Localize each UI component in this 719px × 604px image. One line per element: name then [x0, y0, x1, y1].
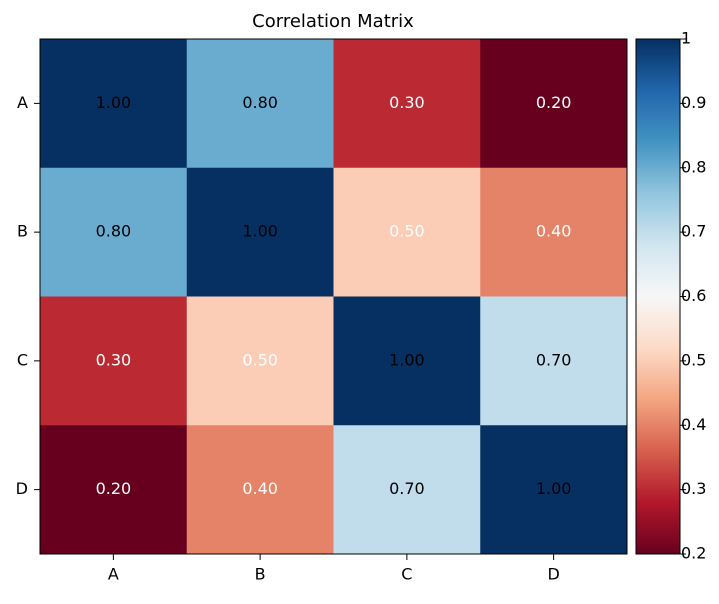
heatmap-cell — [480, 425, 628, 555]
colorbar-tick-label: 0.6 — [681, 286, 706, 305]
chart-title: Correlation Matrix — [252, 11, 414, 32]
y-tick-label: A — [17, 93, 28, 112]
heatmap-cell — [480, 167, 628, 297]
cell-label: 0.70 — [389, 479, 425, 498]
cell-label: 0.50 — [389, 222, 425, 241]
cell-label: 0.20 — [96, 479, 132, 498]
colorbar-tick-label: 0.3 — [681, 479, 706, 498]
cell-label: 0.30 — [96, 350, 132, 369]
heatmap-cell — [186, 167, 334, 297]
cell-label: 0.40 — [242, 479, 278, 498]
cell-label: 0.40 — [536, 222, 572, 241]
x-tick-label: C — [401, 565, 412, 584]
heatmap-cell — [333, 425, 481, 555]
x-tick-label: D — [547, 565, 559, 584]
heatmap-cell — [186, 425, 334, 555]
cell-label: 0.20 — [536, 93, 572, 112]
heatmap-cell — [40, 296, 188, 426]
colorbar-tick-label: 0.9 — [681, 93, 706, 112]
y-tick-label: C — [17, 350, 28, 369]
heatmap-cell — [333, 167, 481, 297]
cell-label: 0.80 — [96, 222, 132, 241]
cell-label: 1.00 — [389, 350, 425, 369]
cell-label: 0.50 — [242, 350, 278, 369]
colorbar-tick-label: 1 — [681, 29, 691, 48]
colorbar-tick-label: 0.4 — [681, 415, 706, 434]
colorbar — [635, 38, 681, 555]
y-tick-label: D — [16, 479, 28, 498]
heatmap-cell — [186, 296, 334, 426]
heatmap-cell — [40, 167, 188, 297]
y-tick-label: B — [17, 222, 28, 241]
cell-label: 1.00 — [536, 479, 572, 498]
plot-frame — [39, 38, 628, 555]
colorbar-tick-label: 0.2 — [681, 544, 706, 563]
x-tick-label: A — [108, 565, 119, 584]
cell-label: 0.30 — [389, 93, 425, 112]
cell-label: 0.80 — [242, 93, 278, 112]
x-tick-label: B — [255, 565, 266, 584]
heatmap-cell — [40, 425, 188, 555]
cell-label: 1.00 — [242, 222, 278, 241]
heatmap-cell — [333, 39, 481, 169]
cell-label: 0.70 — [536, 350, 572, 369]
colorbar-tick-label: 0.7 — [681, 222, 706, 241]
heatmap-cell — [480, 39, 628, 169]
heatmap-cell — [40, 39, 188, 169]
heatmap-cell — [186, 39, 334, 169]
heatmap-cell — [333, 296, 481, 426]
cell-label: 1.00 — [96, 93, 132, 112]
heatmap-cell — [480, 296, 628, 426]
colorbar-tick-label: 0.8 — [681, 157, 706, 176]
colorbar-tick-label: 0.5 — [681, 350, 706, 369]
